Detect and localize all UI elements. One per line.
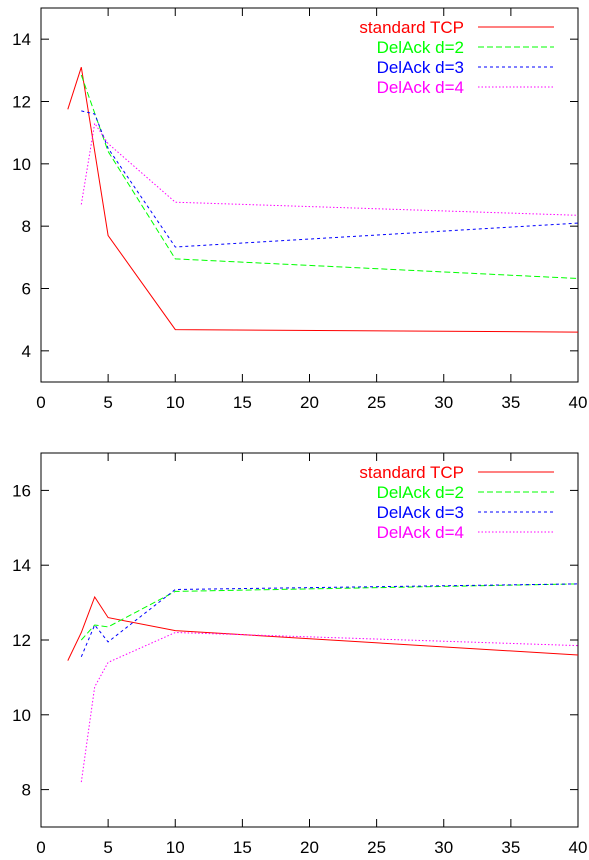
series-line-1 — [68, 597, 578, 661]
x-tick-label: 0 — [36, 393, 45, 412]
legend-label: standard TCP — [359, 463, 464, 482]
y-tick-label: 8 — [22, 781, 31, 800]
series-line-2 — [81, 75, 578, 279]
x-tick-label: 5 — [103, 393, 112, 412]
y-tick-label: 12 — [12, 631, 31, 650]
series-line-1 — [68, 67, 578, 332]
plot-frame — [41, 453, 578, 827]
x-tick-label: 25 — [367, 838, 386, 857]
x-tick-label: 35 — [501, 838, 520, 857]
legend-label: standard TCP — [359, 18, 464, 37]
y-tick-label: 14 — [12, 556, 31, 575]
x-tick-label: 30 — [434, 393, 453, 412]
x-tick-label: 40 — [569, 393, 588, 412]
y-tick-label: 8 — [22, 217, 31, 236]
series-line-3 — [81, 111, 578, 247]
series-line-2 — [81, 584, 578, 640]
series-line-4 — [81, 633, 578, 783]
y-tick-label: 12 — [12, 93, 31, 112]
x-tick-label: 5 — [103, 838, 112, 857]
legend-label: DelAck d=3 — [377, 58, 464, 77]
series-line-3 — [81, 584, 578, 657]
series-line-4 — [81, 123, 578, 215]
x-tick-label: 20 — [300, 393, 319, 412]
x-tick-label: 35 — [501, 393, 520, 412]
legend-label: DelAck d=4 — [377, 523, 464, 542]
y-tick-label: 14 — [12, 30, 31, 49]
x-tick-label: 30 — [434, 838, 453, 857]
x-tick-label: 15 — [233, 838, 252, 857]
legend-label: DelAck d=3 — [377, 503, 464, 522]
y-tick-label: 4 — [22, 342, 31, 361]
x-tick-label: 20 — [300, 838, 319, 857]
y-tick-label: 16 — [12, 481, 31, 500]
y-tick-label: 6 — [22, 280, 31, 299]
y-tick-label: 10 — [12, 706, 31, 725]
legend-label: DelAck d=4 — [377, 78, 464, 97]
plot-frame — [41, 8, 578, 382]
x-tick-label: 10 — [166, 838, 185, 857]
x-tick-label: 0 — [36, 838, 45, 857]
legend-label: DelAck d=2 — [377, 483, 464, 502]
x-tick-label: 10 — [166, 393, 185, 412]
legend-label: DelAck d=2 — [377, 38, 464, 57]
y-tick-label: 10 — [12, 155, 31, 174]
x-tick-label: 40 — [569, 838, 588, 857]
x-tick-label: 25 — [367, 393, 386, 412]
x-tick-label: 15 — [233, 393, 252, 412]
